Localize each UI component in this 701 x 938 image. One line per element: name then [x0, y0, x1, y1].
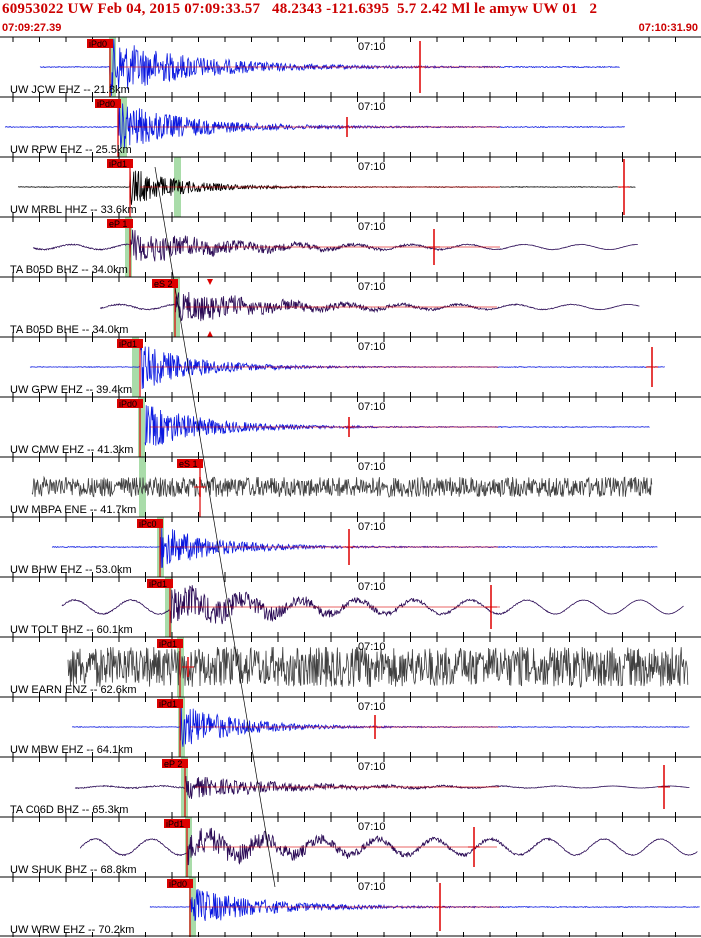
grid-layer [0, 36, 701, 937]
station-label: UW GPW EHZ -- 39.4km [10, 384, 132, 396]
time-tick-label: 07:10 [358, 881, 386, 893]
pick-label-box [107, 159, 133, 168]
waveform-trace [39, 39, 620, 96]
pick-label-box [87, 39, 113, 48]
waveform-trace [74, 776, 690, 799]
waveform-trace [67, 645, 689, 688]
pick-label: iPc0 [139, 519, 157, 529]
station-label: TA C06D BHZ -- 65.3km [10, 804, 128, 816]
pick-triangle-marker [207, 331, 213, 337]
pick-label: iPd0 [89, 39, 107, 49]
travel-time-curve [154, 166, 276, 888]
waveform-trace [32, 229, 638, 262]
pick-label: iPd1 [159, 699, 177, 709]
time-tick-label: 07:10 [358, 281, 386, 293]
time-tick-label: 07:10 [358, 221, 386, 233]
pick-label-box [117, 399, 143, 408]
pick-band [125, 217, 132, 277]
station-label: TA B05D BHZ -- 34.0km [10, 264, 128, 276]
station-label: TA B05D BHE -- 34.0km [10, 324, 128, 336]
pick-label-box [167, 879, 193, 888]
waveform-trace [51, 526, 658, 568]
waveform-trace [144, 405, 650, 446]
waveform-trace [79, 827, 698, 866]
time-tick-label: 07:10 [358, 581, 386, 593]
pick-label: eS 1 [179, 459, 198, 469]
pick-label-box [152, 279, 178, 288]
waveform-trace [31, 475, 653, 498]
labels-layer: iPd0 07:10 UW JCW EHZ -- 21.8km iPd0 07:10 UW… [10, 39, 386, 936]
pick-label: iPd1 [119, 339, 137, 349]
station-label: UW CMW EHZ -- 41.3km [10, 444, 133, 456]
pick-label-box [137, 519, 163, 528]
time-tick-label: 07:10 [358, 701, 386, 713]
station-label: UW RPW EHZ -- 25.5km [10, 144, 132, 156]
time-tick-label: 07:10 [358, 821, 386, 833]
station-label: UW TOLT BHZ -- 60.1km [10, 624, 133, 636]
time-tick-label: 07:10 [358, 341, 386, 353]
station-label: UW SHUK BHZ -- 68.8km [10, 864, 137, 876]
window-start-time: 07:09:27.39 [2, 22, 62, 34]
station-label: UW JCW EHZ -- 21.8km [10, 84, 130, 96]
pick-label: eP 1 [109, 219, 127, 229]
time-tick-label: 07:10 [358, 461, 386, 473]
time-tick-label: 07:10 [358, 161, 386, 173]
traces-layer [4, 39, 700, 937]
time-tick-label: 07:10 [358, 641, 386, 653]
pick-band [185, 817, 192, 877]
pick-label: eS 2 [154, 279, 173, 289]
waveform-trace [99, 291, 640, 322]
pick-label-box [147, 579, 173, 588]
pick-label: iPd1 [109, 159, 127, 169]
pick-label-box [157, 639, 183, 648]
pick-label: iPd1 [166, 819, 184, 829]
pick-label-box [162, 759, 188, 768]
pick-label: eP 2 [164, 759, 182, 769]
pick-label: iPd0 [97, 99, 115, 109]
pick-label: iPd1 [159, 639, 177, 649]
pick-band [165, 577, 172, 637]
station-label: UW MBW EHZ -- 64.1km [10, 744, 133, 756]
time-tick-label: 07:10 [358, 41, 386, 53]
waveform-trace [29, 344, 665, 390]
pick-label: iPd1 [149, 579, 167, 589]
time-tick-label: 07:10 [358, 401, 386, 413]
pick-band [109, 37, 116, 97]
pick-label-box [177, 459, 203, 468]
pick-label-box [107, 219, 133, 228]
time-tick-label: 07:10 [358, 521, 386, 533]
station-label: UW BHW EHZ -- 53.0km [10, 564, 132, 576]
station-label: UW EARN ENZ -- 62.6km [10, 684, 137, 696]
pick-label-box [117, 339, 143, 348]
time-tick-label: 07:10 [358, 101, 386, 113]
waveform-trace [4, 103, 625, 148]
station-label: UW MRBL HHZ -- 33.6km [10, 204, 137, 216]
pick-label-box [157, 699, 183, 708]
waveform-trace [61, 585, 684, 625]
waveform-trace [17, 170, 636, 205]
pick-label: iPd0 [119, 399, 137, 409]
pick-triangle-marker [207, 279, 213, 285]
station-label: UW MBPA ENE -- 41.7km [10, 504, 136, 516]
window-end-time: 07:10:31.90 [638, 22, 698, 34]
event-header: 60953022 UW Feb 04, 2015 07:09:33.57 48.… [2, 1, 598, 17]
waveform-trace [149, 888, 700, 922]
time-tick-label: 07:10 [358, 761, 386, 773]
pick-label-box [95, 99, 121, 108]
pick-band [138, 397, 145, 457]
station-label: UW WRW EHZ -- 70.2km [10, 924, 134, 936]
pick-label: iPd0 [169, 879, 187, 889]
pick-label-box [164, 819, 190, 828]
